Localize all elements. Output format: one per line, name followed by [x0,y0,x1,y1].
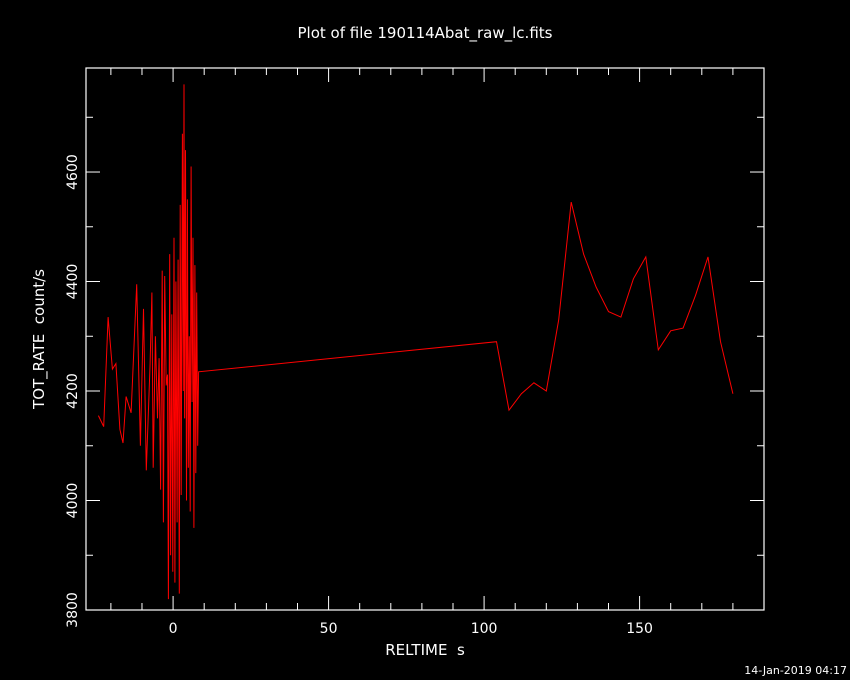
y-tick-label: 3800 [65,592,81,628]
y-tick-label: 4200 [65,373,81,409]
x-tick-label: 0 [169,621,178,637]
series-line [97,84,734,600]
y-axis-label: TOT_RATE count/s [30,269,49,410]
chart-title: Plot of file 190114Abat_raw_lc.fits [298,24,553,43]
tick-labels: 0 50 100 150 3800 4000 4200 4400 4600 [65,154,653,637]
axis-ticks [86,68,764,611]
x-tick-label: 50 [320,621,338,637]
x-tick-label: 150 [626,621,653,637]
x-tick-label: 100 [471,621,498,637]
plot-frame [85,67,765,611]
timestamp: 14-Jan-2019 04:17 [744,664,847,677]
y-tick-label: 4400 [65,264,81,300]
y-tick-label: 4600 [65,154,81,190]
x-axis-label: RELTIME s [385,641,465,659]
y-tick-label: 4000 [65,483,81,519]
